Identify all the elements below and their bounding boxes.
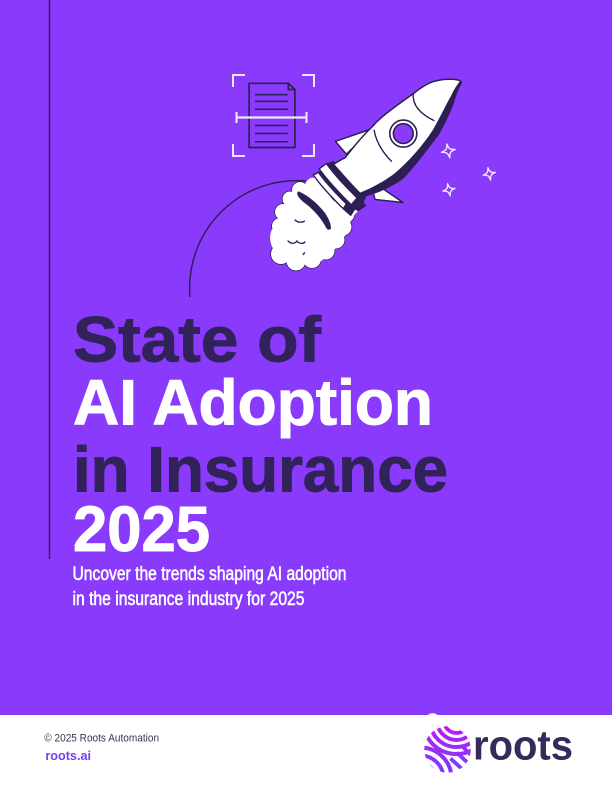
svg-text:Uncover the trends shaping AI: Uncover the trends shaping AI adoption	[73, 564, 347, 585]
svg-text:in the insurance industry for: in the insurance industry for 2025	[73, 589, 305, 610]
svg-text:AI Adoption: AI Adoption	[73, 367, 433, 439]
svg-text:State of: State of	[73, 304, 322, 376]
svg-text:roots.ai: roots.ai	[45, 748, 91, 763]
svg-text:2025: 2025	[73, 493, 210, 565]
svg-text:in Insurance: in Insurance	[73, 434, 448, 506]
svg-text:roots: roots	[473, 722, 573, 769]
svg-text:© 2025 Roots Automation: © 2025 Roots Automation	[44, 733, 159, 745]
